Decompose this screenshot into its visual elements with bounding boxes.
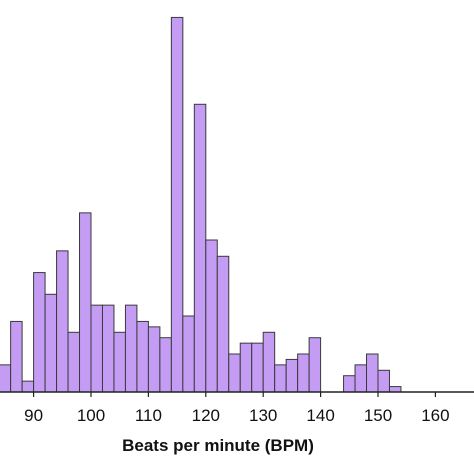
- histogram-bar-102: [101, 304, 115, 393]
- histogram-bar-126: [239, 342, 253, 393]
- x-tick-label-160: 160: [421, 406, 449, 425]
- histogram-bar-146: [354, 364, 368, 393]
- histogram-bar-150: [377, 369, 390, 393]
- histogram-bar-86: [10, 320, 23, 393]
- histogram-bar-84: [0, 364, 12, 393]
- histogram-bar-144: [343, 375, 356, 393]
- x-tick-label-140: 140: [306, 406, 334, 425]
- x-axis-ticks: 90 100 110 120 130 140 150 160: [24, 392, 450, 425]
- histogram-bar-118: [193, 103, 207, 393]
- histogram-bar-104: [113, 331, 126, 393]
- x-tick-label-90: 90: [24, 406, 43, 425]
- histogram-bar-92: [44, 293, 58, 393]
- histogram-bar-108: [136, 320, 149, 393]
- histogram-bar-116: [182, 315, 195, 393]
- histogram-bar-122: [216, 255, 230, 393]
- histogram-bar-130: [262, 331, 276, 393]
- histogram-bar-98: [79, 212, 92, 393]
- histogram-bars: [0, 16, 402, 393]
- x-axis-title: Beats per minute (BPM): [122, 436, 314, 455]
- x-tick-label-120: 120: [192, 406, 220, 425]
- histogram-bar-128: [251, 342, 264, 393]
- histogram-bar-106: [124, 304, 138, 393]
- x-tick-label-100: 100: [77, 406, 105, 425]
- histogram-bar-114: [170, 16, 184, 393]
- histogram-bar-110: [147, 326, 161, 393]
- histogram-bar-124: [228, 353, 241, 393]
- histogram-bar-152: [388, 386, 402, 393]
- histogram-bar-90: [33, 272, 46, 393]
- histogram-bar-134: [285, 358, 299, 393]
- histogram-bar-100: [90, 304, 103, 393]
- histogram-bar-148: [366, 353, 379, 393]
- x-tick-label-130: 130: [249, 406, 277, 425]
- histogram-bar-96: [67, 331, 81, 393]
- histogram-bar-120: [205, 239, 218, 393]
- x-tick-label-110: 110: [135, 406, 162, 425]
- x-tick-label-150: 150: [364, 406, 392, 425]
- histogram-bar-136: [297, 353, 310, 393]
- histogram-bar-112: [159, 337, 172, 393]
- histogram-bar-94: [56, 250, 69, 393]
- histogram-bar-132: [274, 364, 287, 393]
- histogram-bar-88: [21, 380, 35, 393]
- histogram-bar-138: [308, 337, 322, 393]
